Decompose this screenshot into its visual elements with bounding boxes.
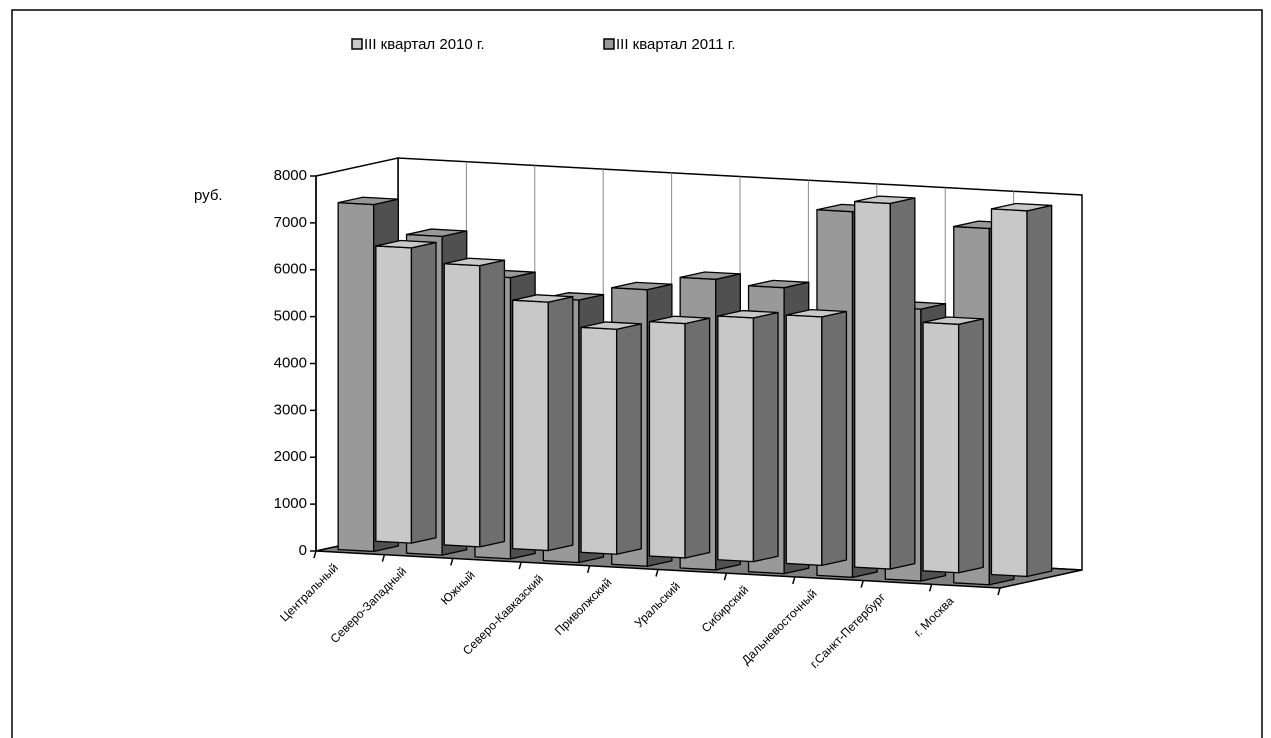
bar: [854, 195, 916, 570]
bar-top: [922, 316, 984, 325]
bar-top: [337, 196, 399, 206]
bar-top: [717, 309, 779, 319]
y-tick-label: 4000: [274, 354, 307, 371]
x-tick: [450, 558, 454, 566]
bar-front: [443, 263, 481, 548]
bar-top: [854, 195, 916, 205]
x-tick: [655, 569, 659, 577]
x-tick: [860, 580, 864, 588]
bar-front: [922, 321, 960, 574]
bar-front: [717, 315, 755, 563]
bar-top: [443, 257, 506, 267]
legend-label: III квартал 2010 г.: [364, 36, 485, 53]
bar: [512, 294, 574, 552]
legend-label: III квартал 2011 г.: [616, 36, 736, 53]
bar: [717, 309, 779, 563]
y-tick-label: 5000: [274, 308, 307, 325]
x-tick: [928, 584, 933, 592]
bar-top: [405, 228, 468, 238]
x-tick: [997, 587, 1001, 596]
bar-front: [375, 245, 413, 544]
legend-swatch: [603, 38, 615, 50]
bar-front: [854, 200, 891, 570]
bar-top: [611, 281, 673, 291]
bar-side: [957, 318, 984, 574]
y-tick-label: 2000: [274, 448, 307, 465]
y-tick-label: 0: [299, 542, 307, 559]
bar-front: [990, 208, 1028, 578]
y-tick-label: 8000: [274, 167, 307, 184]
x-tick: [381, 554, 386, 562]
bar-front: [580, 326, 618, 555]
bar-front: [512, 299, 549, 552]
bar-top: [747, 279, 810, 289]
bar-side: [684, 317, 711, 559]
bar: [375, 239, 437, 544]
bar-side: [547, 296, 574, 552]
bar-top: [990, 202, 1053, 212]
x-tick: [792, 576, 796, 585]
bar: [443, 257, 506, 548]
y-tick-label: 1000: [274, 495, 307, 512]
y-axis-label: руб.: [194, 187, 223, 204]
bar: [580, 321, 642, 555]
bar-side: [1026, 204, 1053, 578]
bar-top: [375, 239, 437, 249]
bar-side: [752, 311, 779, 563]
x-tick: [586, 565, 591, 574]
bar-top: [580, 321, 642, 330]
bar: [785, 308, 848, 566]
bar-top: [648, 315, 711, 325]
y-tick-label: 3000: [274, 401, 307, 418]
y-tick-label: 7000: [274, 214, 307, 231]
bar: [648, 315, 711, 559]
legend-swatch: [351, 38, 363, 50]
bar-top: [512, 294, 574, 303]
x-tick: [518, 561, 522, 570]
bar: [990, 202, 1053, 578]
bar-top: [785, 308, 848, 318]
bar-top: [679, 271, 741, 280]
bar-side: [479, 259, 506, 548]
bar: [922, 316, 984, 574]
bar-front: [337, 201, 375, 553]
bar-side: [889, 197, 916, 570]
bar-front: [648, 321, 686, 559]
bar-side: [410, 241, 437, 544]
x-tick: [723, 572, 728, 581]
y-tick-label: 6000: [274, 261, 307, 278]
bar-front: [785, 314, 823, 566]
bar-side: [821, 310, 848, 566]
x-tick: [313, 550, 317, 559]
bar-side: [615, 323, 642, 555]
